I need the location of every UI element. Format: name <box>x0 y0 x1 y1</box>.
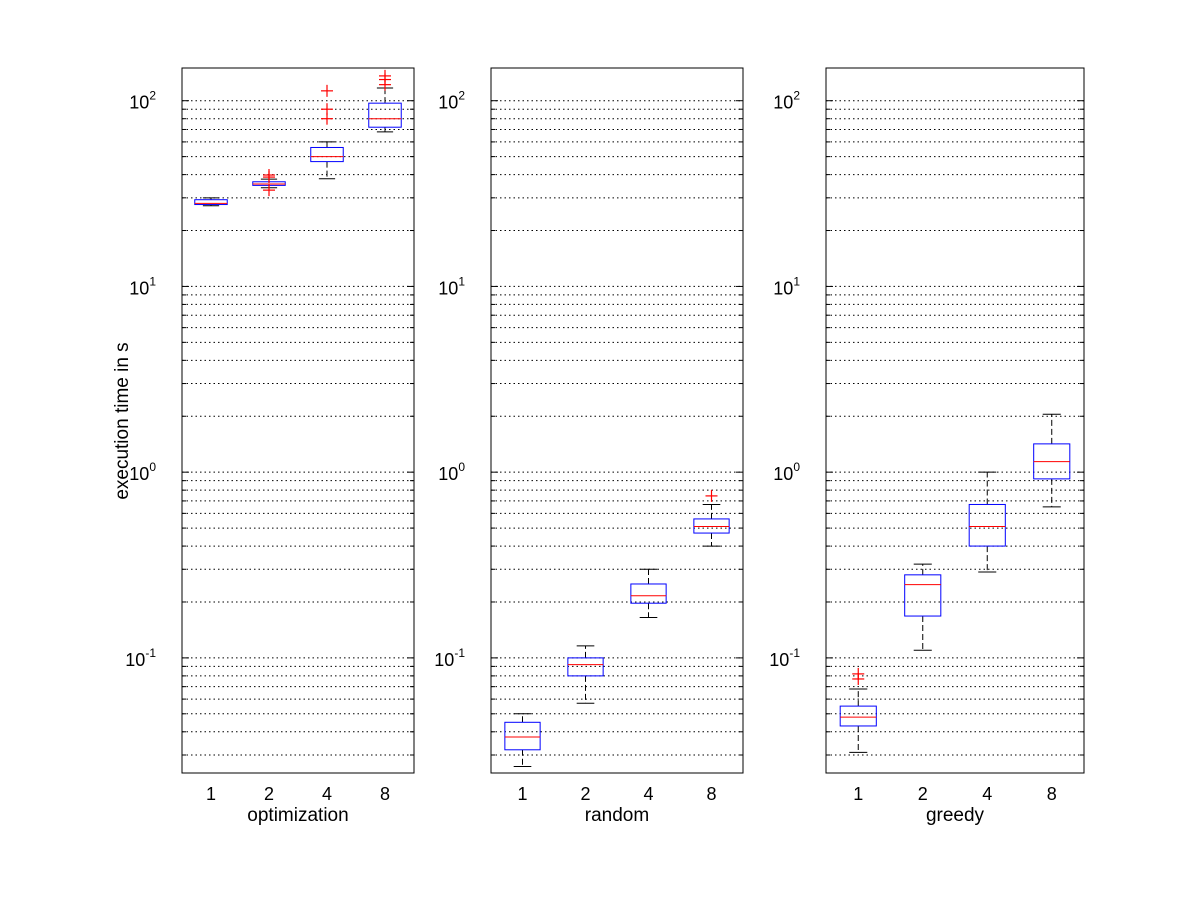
x-tick-label: 8 <box>1047 784 1057 804</box>
y-tick-label: 102 <box>129 89 156 113</box>
y-tick-exponent: -1 <box>789 646 800 660</box>
y-tick-label: 102 <box>773 89 800 113</box>
y-tick-label: 100 <box>129 460 156 484</box>
y-tick-label: 10-1 <box>125 646 156 670</box>
x-axis-label: optimization <box>247 805 348 826</box>
y-tick-exponent: 0 <box>793 460 800 474</box>
box-greedy-4 <box>968 471 1006 573</box>
box-random-1 <box>504 713 541 768</box>
box-random-4 <box>630 568 667 618</box>
x-tick-label: 2 <box>264 784 274 804</box>
y-tick-label: 101 <box>129 274 156 298</box>
y-tick-exponent: -1 <box>454 646 465 660</box>
axes-frame <box>181 67 415 774</box>
y-tick-base: 10 <box>129 278 149 298</box>
iqr-box <box>194 199 228 206</box>
x-tick-label: 2 <box>580 784 590 804</box>
iqr-box <box>310 146 344 163</box>
y-tick-base: 10 <box>773 93 793 113</box>
y-tick-base: 10 <box>438 278 458 298</box>
y-tick-base: 10 <box>129 464 149 484</box>
iqr-box <box>630 583 667 604</box>
box-greedy-8 <box>1033 413 1071 508</box>
y-tick-exponent: 1 <box>793 274 800 288</box>
y-tick-label: 100 <box>773 460 800 484</box>
y-tick-exponent: 0 <box>458 460 465 474</box>
y-tick-label: 102 <box>438 89 465 113</box>
iqr-box <box>839 705 877 727</box>
box-greedy-1 <box>839 667 877 753</box>
y-tick-label: 101 <box>773 274 800 298</box>
y-tick-base: 10 <box>773 278 793 298</box>
x-tick-label: 8 <box>706 784 716 804</box>
box-optimization-1 <box>194 197 228 207</box>
x-tick-label: 2 <box>918 784 928 804</box>
y-tick-base: 10 <box>773 464 793 484</box>
y-tick-label: 101 <box>438 274 465 298</box>
y-tick-label: 10-1 <box>769 646 800 670</box>
x-tick-label: 4 <box>643 784 653 804</box>
box-optimization-2 <box>252 169 286 197</box>
y-tick-exponent: 1 <box>149 274 156 288</box>
y-tick-label: 100 <box>438 460 465 484</box>
y-tick-exponent: -1 <box>145 646 156 660</box>
y-tick-exponent: 0 <box>149 460 156 474</box>
axes-frame <box>490 67 744 774</box>
y-tick-base: 10 <box>438 93 458 113</box>
box-optimization-8 <box>368 69 402 133</box>
y-tick-exponent: 2 <box>149 89 156 103</box>
box-greedy-2 <box>904 563 942 651</box>
axes-frame <box>825 67 1085 774</box>
y-tick-base: 10 <box>129 93 149 113</box>
y-tick-exponent: 1 <box>458 274 465 288</box>
x-axis-label: greedy <box>926 805 985 826</box>
x-axis-label: random <box>585 805 649 826</box>
x-tick-label: 8 <box>380 784 390 804</box>
box-optimization-4 <box>310 84 344 180</box>
iqr-box <box>368 102 402 128</box>
x-tick-label: 4 <box>322 784 332 804</box>
y-tick-base: 10 <box>769 650 789 670</box>
y-tick-base: 10 <box>125 650 145 670</box>
y-tick-label: 10-1 <box>434 646 465 670</box>
iqr-box <box>904 574 942 617</box>
box-random-2 <box>567 645 604 704</box>
y-axis-label: execution time in s <box>112 342 133 499</box>
iqr-box <box>504 721 541 751</box>
y-tick-base: 10 <box>438 464 458 484</box>
y-tick-exponent: 2 <box>458 89 465 103</box>
x-tick-label: 1 <box>206 784 216 804</box>
x-tick-label: 1 <box>853 784 863 804</box>
iqr-box <box>567 657 604 677</box>
iqr-box <box>968 503 1006 547</box>
y-tick-exponent: 2 <box>793 89 800 103</box>
y-tick-base: 10 <box>434 650 454 670</box>
box-random-8 <box>693 489 730 547</box>
x-tick-label: 1 <box>517 784 527 804</box>
x-tick-label: 4 <box>982 784 992 804</box>
